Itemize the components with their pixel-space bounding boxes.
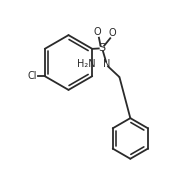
Text: Cl: Cl [27, 71, 37, 81]
Text: O: O [108, 28, 116, 38]
Text: N: N [103, 59, 110, 69]
Text: O: O [94, 27, 101, 37]
Text: H₂N: H₂N [78, 59, 96, 69]
Text: S: S [98, 43, 105, 53]
